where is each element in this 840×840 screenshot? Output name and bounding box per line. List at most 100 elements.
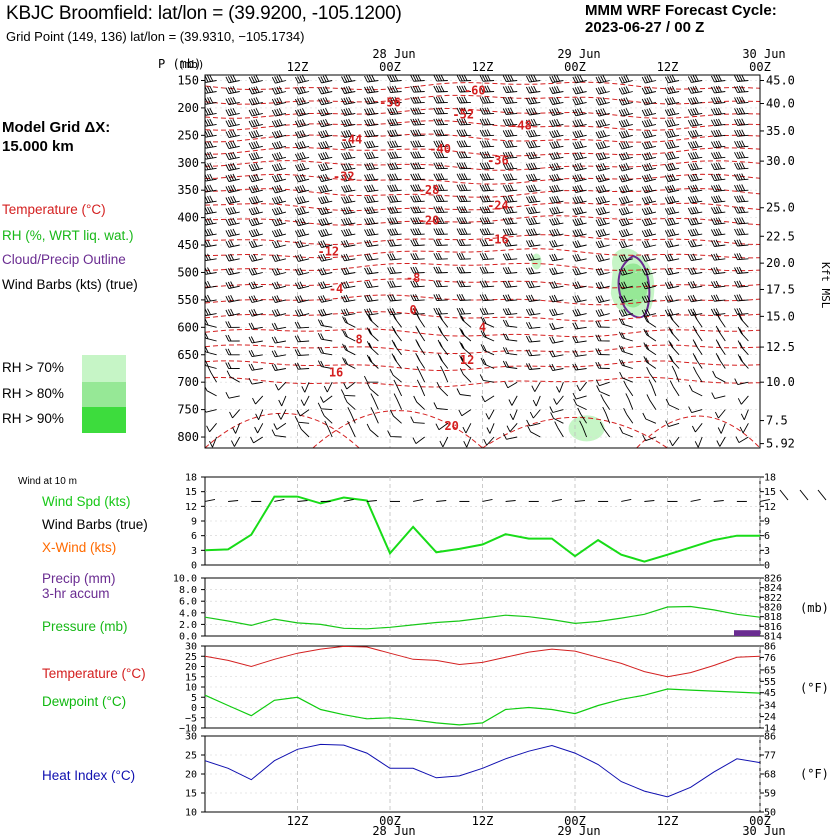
wind-barb-659 — [458, 409, 472, 417]
wind-barb-249 — [410, 184, 425, 192]
isotherm-13 — [205, 262, 760, 272]
wind-barb-525 — [692, 311, 703, 328]
wind-barb-368 — [387, 239, 402, 247]
wind-barb-60 — [479, 96, 495, 104]
wind-barb-401 — [595, 254, 610, 262]
wind-barb-405 — [687, 253, 703, 262]
cross-section-axes: 1502002503003504004505005506006507007508… — [158, 57, 832, 451]
wind-barb-63 — [549, 96, 564, 105]
wind-barb-173 — [318, 151, 333, 161]
wind-barb-500 — [664, 308, 680, 317]
wind-barb-377 — [595, 240, 610, 249]
wind-barb-643 — [648, 379, 657, 397]
temperature-right-tick-label-5: 65 — [764, 665, 776, 676]
wind-right-tick-label-5: 15 — [764, 487, 776, 498]
wind-barb-253 — [502, 184, 518, 192]
wind-barb-280 — [572, 195, 587, 205]
wind-barb-288 — [205, 206, 217, 215]
wind-barb-50 — [248, 97, 263, 106]
isotherm-arc-1 — [312, 410, 483, 448]
rh-region-2 — [531, 253, 542, 270]
wind-barb-31 — [364, 85, 379, 94]
wind-barb-602 — [248, 377, 263, 385]
wind-barb-631 — [366, 382, 379, 397]
wind-barb-395 — [456, 252, 471, 260]
wind-barb-593 — [595, 361, 610, 369]
bottom-time-tick-0: 12Z — [287, 814, 309, 828]
pressure-tick-label-13: 800 — [177, 430, 199, 444]
top-time-tick-4: 12Z — [657, 60, 679, 74]
pressure-left-tick-label-4: 8.0 — [179, 585, 197, 596]
wind-barb-707 — [463, 436, 472, 448]
wind-barb-626 — [252, 395, 264, 405]
temperature-line — [204, 645, 761, 678]
pressure-tick-label-11: 700 — [177, 375, 199, 389]
wind-barb-482 — [248, 308, 263, 317]
pressure-left-tick-label-2: 4.0 — [179, 608, 197, 619]
wind-barb-415 — [364, 267, 379, 275]
wind-barb-10m-7 — [366, 499, 377, 502]
temperature-label-2: -52 — [452, 107, 474, 121]
wind-barb-374 — [525, 239, 541, 248]
wind-barb-685 — [506, 423, 518, 432]
wind-barb-147 — [271, 140, 287, 150]
wind-barb-39 — [549, 85, 564, 94]
top-time-tick-1: 00Z — [379, 60, 401, 74]
wind-barb-26 — [248, 86, 263, 95]
bottom-time-tick-1: 00Z — [379, 814, 401, 828]
wind-barb-557 — [317, 346, 333, 356]
wind-barb-325 — [502, 217, 518, 225]
kft-tick-label-12: 5.92 — [766, 437, 795, 451]
wind-barb-535 — [366, 327, 379, 342]
wind-barb-259 — [641, 184, 657, 194]
wind-barb-9 — [410, 75, 425, 82]
wind-barb-484 — [294, 308, 310, 317]
pressure-left-tick-label-0: 0.0 — [179, 632, 197, 643]
heat-index-right-tick-label-1: 59 — [764, 789, 776, 800]
wind-barb-166 — [710, 140, 726, 149]
temperature-right-tick-label-0: 14 — [764, 724, 776, 735]
pressure-tick-label-3: 300 — [177, 156, 199, 170]
wind-barb-703 — [366, 423, 379, 438]
wind-barb-452 — [664, 281, 680, 289]
wind-barb-458 — [248, 295, 263, 303]
wind-barb-534 — [342, 329, 356, 342]
wind-barb-191 — [734, 151, 749, 159]
wind-barb-521 — [595, 320, 610, 328]
wind-barb-320 — [387, 217, 402, 225]
wind-barb-634 — [436, 381, 449, 397]
wind-barb-575 — [737, 340, 749, 356]
wind-barb-251 — [456, 184, 471, 192]
wind-barb-476 — [664, 294, 680, 303]
wind-barb-137 — [595, 130, 610, 139]
wind-barb-214 — [710, 162, 726, 171]
wind-barb-580 — [294, 362, 310, 370]
wind-barb-594 — [618, 359, 633, 369]
wind-barb-338 — [248, 228, 263, 238]
wind-barb-277 — [502, 195, 518, 203]
pressure-left-tick-label-5: 10.0 — [173, 574, 197, 585]
wind-barb-462 — [341, 294, 356, 303]
wind-left-tick-label-3: 9 — [191, 517, 197, 528]
wind-barb-207 — [549, 162, 564, 171]
wind-barb-48 — [205, 96, 217, 105]
wind-barb-666 — [625, 393, 634, 410]
wind-barb-228 — [479, 173, 495, 181]
pressure-right-tick-label-4: 822 — [764, 593, 782, 604]
wind-right-tick-label-3: 9 — [764, 517, 770, 528]
kft-tick-label-11: 7.5 — [766, 414, 788, 428]
wind-barb-140 — [664, 129, 680, 139]
wind-barb-628 — [300, 395, 310, 406]
wind-barb-356 — [664, 228, 680, 237]
wind-barb-513 — [415, 311, 426, 328]
temperature-label-15: 0 — [410, 303, 417, 317]
wind-barb-635 — [456, 388, 471, 397]
temperature-label-5: -40 — [429, 142, 451, 156]
wind-barb-523 — [643, 314, 657, 328]
wind-barb-472 — [572, 295, 587, 303]
wind-barb-extra-1 — [799, 489, 809, 501]
wind-barb-527 — [737, 312, 749, 328]
wind-barb-663 — [549, 406, 564, 413]
wind-barb-444 — [479, 280, 495, 288]
wind-barb-711 — [554, 421, 564, 438]
